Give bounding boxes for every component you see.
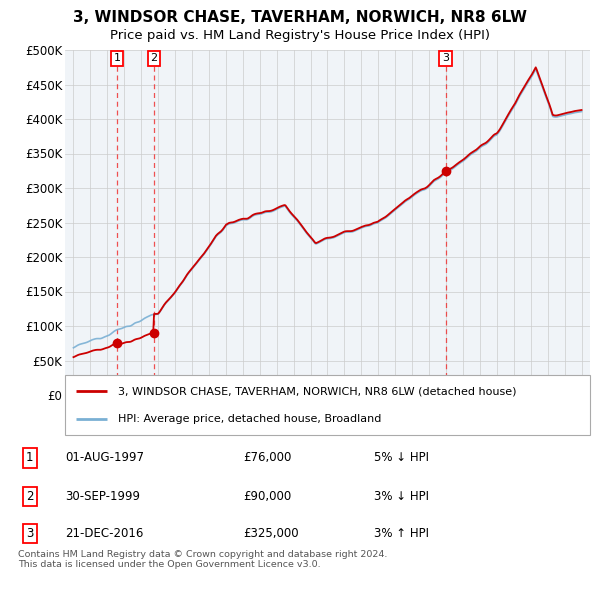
Text: HPI: Average price, detached house, Broadland: HPI: Average price, detached house, Broa… xyxy=(118,414,381,424)
Text: 3, WINDSOR CHASE, TAVERHAM, NORWICH, NR8 6LW (detached house): 3, WINDSOR CHASE, TAVERHAM, NORWICH, NR8… xyxy=(118,386,516,396)
Text: 1: 1 xyxy=(26,451,34,464)
Text: 21-DEC-2016: 21-DEC-2016 xyxy=(65,527,144,540)
Text: 3: 3 xyxy=(442,53,449,63)
Text: 3: 3 xyxy=(26,527,34,540)
Text: 2: 2 xyxy=(26,490,34,503)
Text: £325,000: £325,000 xyxy=(244,527,299,540)
FancyBboxPatch shape xyxy=(65,375,590,435)
Text: 3% ↑ HPI: 3% ↑ HPI xyxy=(374,527,429,540)
Text: 3, WINDSOR CHASE, TAVERHAM, NORWICH, NR8 6LW: 3, WINDSOR CHASE, TAVERHAM, NORWICH, NR8… xyxy=(73,11,527,25)
Text: Contains HM Land Registry data © Crown copyright and database right 2024.
This d: Contains HM Land Registry data © Crown c… xyxy=(18,550,387,569)
Text: 30-SEP-1999: 30-SEP-1999 xyxy=(65,490,140,503)
Text: 5% ↓ HPI: 5% ↓ HPI xyxy=(374,451,429,464)
Text: £76,000: £76,000 xyxy=(244,451,292,464)
Text: £90,000: £90,000 xyxy=(244,490,292,503)
Text: 01-AUG-1997: 01-AUG-1997 xyxy=(65,451,145,464)
Text: 3% ↓ HPI: 3% ↓ HPI xyxy=(374,490,429,503)
Text: Price paid vs. HM Land Registry's House Price Index (HPI): Price paid vs. HM Land Registry's House … xyxy=(110,30,490,42)
Text: 1: 1 xyxy=(113,53,121,63)
Text: 2: 2 xyxy=(151,53,157,63)
